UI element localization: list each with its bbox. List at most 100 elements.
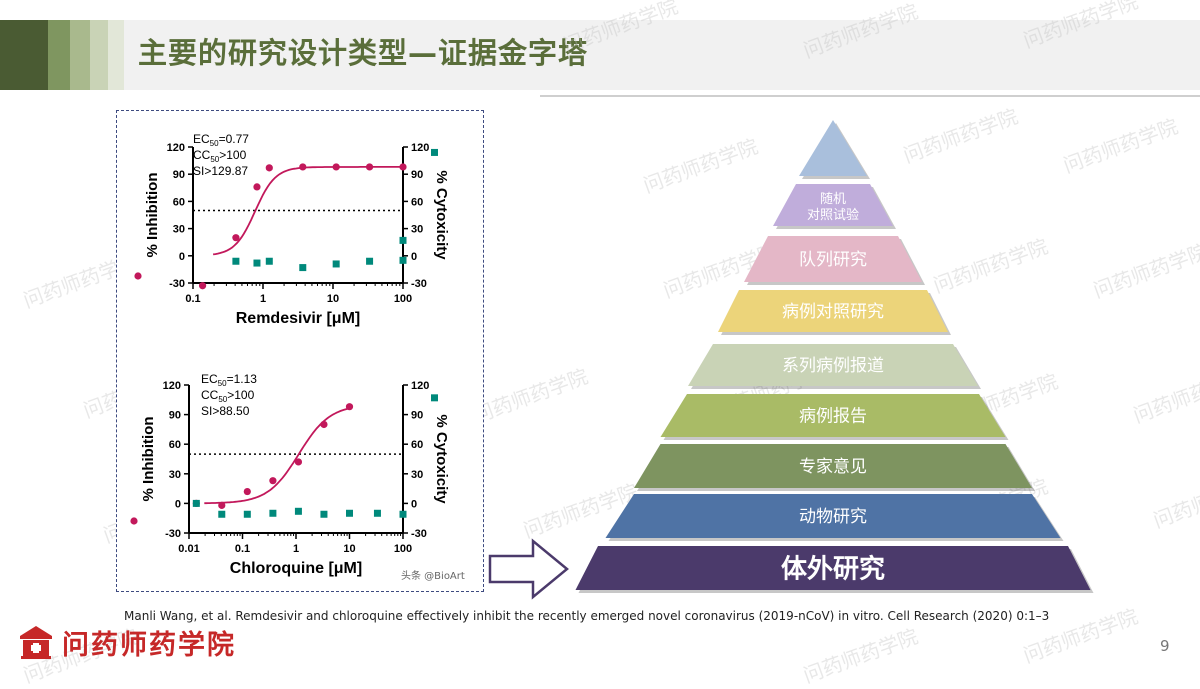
inhibition-legend-marker bbox=[134, 272, 142, 280]
inhibition-point bbox=[253, 183, 261, 191]
pyramid-level-label: 病例报告 bbox=[799, 407, 867, 427]
page-number: 9 bbox=[1160, 637, 1170, 655]
inhibition-point bbox=[345, 403, 354, 411]
cytotoxicity-point bbox=[399, 510, 407, 518]
pyramid-level-label: 病例对照研究 bbox=[782, 302, 884, 322]
cytotoxicity-point bbox=[399, 256, 407, 264]
x-tick-label: 100 bbox=[394, 293, 412, 305]
inhibition-point bbox=[243, 487, 251, 496]
header-stripe-4 bbox=[90, 20, 108, 90]
y-tick-label: 30 bbox=[169, 469, 181, 481]
cytotoxicity-point bbox=[218, 510, 226, 518]
y-tick-label: -30 bbox=[165, 528, 181, 540]
header-stripe-3 bbox=[70, 20, 90, 90]
y2-tick-label: 120 bbox=[411, 380, 429, 392]
x-tick-label: 10 bbox=[343, 543, 355, 555]
inhibition-point bbox=[399, 163, 407, 171]
logo: 问药师药学院 bbox=[18, 623, 236, 661]
x-tick-label: 10 bbox=[327, 293, 339, 305]
figure-panel: -30 -30 0 0 30 30 60 60 90 90 120 120 0.1 1 10 100% Inh… bbox=[116, 110, 484, 592]
x-tick-label: 1 bbox=[293, 543, 299, 555]
pyramid-level-label: 系列病例报道 bbox=[782, 356, 884, 376]
ec50-annotation: EC50=0.77 bbox=[193, 132, 249, 148]
cytotoxicity-point bbox=[243, 510, 251, 518]
ec50-annotation: EC50=1.13 bbox=[201, 372, 257, 388]
cytotoxicity-legend-marker bbox=[431, 394, 438, 402]
x-tick-label: 100 bbox=[394, 543, 412, 555]
pyramid-level bbox=[718, 290, 948, 332]
chloroquine-chart: -30 -30 0 0 30 30 60 60 90 90 120 120 0.01 0.1 1 10 100%… bbox=[130, 372, 450, 577]
cytotoxicity-point bbox=[366, 257, 374, 265]
cytotoxicity-point bbox=[192, 499, 200, 507]
header-stripe-1 bbox=[0, 20, 48, 90]
y-tick-label: -30 bbox=[169, 278, 185, 290]
cc50-annotation: CC50>100 bbox=[201, 388, 255, 404]
pyramid-level bbox=[688, 344, 978, 386]
y-tick-label: 90 bbox=[173, 169, 185, 181]
x-tick-label: 0.01 bbox=[178, 543, 199, 555]
y2-axis-label: % Cytoxicity bbox=[433, 170, 450, 260]
inhibition-point bbox=[269, 477, 277, 485]
y-tick-label: 0 bbox=[175, 498, 181, 510]
cytotoxicity-point bbox=[253, 259, 261, 267]
inhibition-point bbox=[332, 163, 340, 171]
header-bar bbox=[0, 20, 1200, 90]
x-tick-label: 0.1 bbox=[235, 543, 250, 555]
x-tick-label: 1 bbox=[260, 293, 266, 305]
slide-title: 主要的研究设计类型—证据金字塔 bbox=[138, 36, 589, 70]
inhibition-point bbox=[365, 163, 374, 171]
remdesivir-chart: -30 -30 0 0 30 30 60 60 90 90 120 120 0.1 1 10 100 % Inh… bbox=[134, 132, 450, 327]
y2-tick-label: 30 bbox=[411, 469, 423, 481]
cytotoxicity-point bbox=[294, 507, 302, 515]
si-annotation: SI>129.87 bbox=[193, 164, 248, 178]
cytotoxicity-point bbox=[399, 236, 407, 244]
arrow-icon bbox=[488, 538, 569, 600]
fit-curve bbox=[204, 407, 350, 505]
y-axis-label: % Inhibition bbox=[144, 173, 161, 258]
y2-tick-label: 90 bbox=[411, 410, 423, 422]
y2-tick-label: 60 bbox=[411, 196, 423, 208]
x-axis-label: Chloroquine [μM] bbox=[230, 560, 362, 577]
pyramid-level bbox=[744, 236, 922, 282]
citation-text: Manli Wang, et al. Remdesivir and chloro… bbox=[124, 609, 1050, 623]
y-tick-label: 120 bbox=[163, 380, 181, 392]
y-tick-label: 120 bbox=[167, 142, 185, 154]
logo-icon bbox=[20, 626, 52, 659]
header-underline bbox=[540, 95, 1200, 97]
y2-tick-label: 0 bbox=[411, 498, 417, 510]
inhibition-legend-marker bbox=[130, 517, 138, 525]
cytotoxicity-legend-marker bbox=[431, 148, 438, 156]
y-tick-label: 90 bbox=[169, 410, 181, 422]
pyramid-level-label: 队列研究 bbox=[799, 250, 867, 270]
x-axis-label: Remdesivir [μM] bbox=[236, 310, 360, 327]
y-tick-label: 0 bbox=[179, 251, 185, 263]
cytotoxicity-point bbox=[346, 509, 353, 517]
header-stripe-2 bbox=[48, 20, 70, 90]
cytotoxicity-point bbox=[320, 510, 328, 518]
pyramid-level-label: 动物研究 bbox=[799, 507, 867, 527]
pyramid-level-label: 对照试验 bbox=[807, 207, 859, 223]
pyramid-level bbox=[605, 494, 1061, 538]
inhibition-point bbox=[294, 458, 303, 466]
y2-tick-label: -30 bbox=[411, 278, 427, 290]
header-stripe-5 bbox=[108, 20, 124, 90]
inhibition-point bbox=[299, 163, 307, 171]
x-tick-label: 0.1 bbox=[185, 293, 200, 305]
pyramid-level-label: 随机 bbox=[820, 192, 846, 207]
pyramid-level bbox=[634, 444, 1032, 488]
y-tick-label: 60 bbox=[169, 439, 181, 451]
inhibition-point bbox=[218, 501, 226, 509]
inhibition-point bbox=[232, 234, 240, 242]
y2-tick-label: 90 bbox=[411, 169, 423, 181]
y2-tick-label: 0 bbox=[411, 251, 417, 263]
pyramid-level-label: 体外研究 bbox=[781, 553, 885, 584]
inhibition-point bbox=[198, 282, 207, 290]
pyramid-level bbox=[575, 546, 1091, 590]
cytotoxicity-point bbox=[232, 257, 240, 265]
y2-tick-label: 30 bbox=[411, 224, 423, 236]
y2-tick-label: -30 bbox=[411, 528, 427, 540]
cytotoxicity-point bbox=[269, 509, 277, 517]
watermark: 问药师药学院 bbox=[800, 624, 921, 688]
y-axis-label: % Inhibition bbox=[140, 417, 157, 502]
